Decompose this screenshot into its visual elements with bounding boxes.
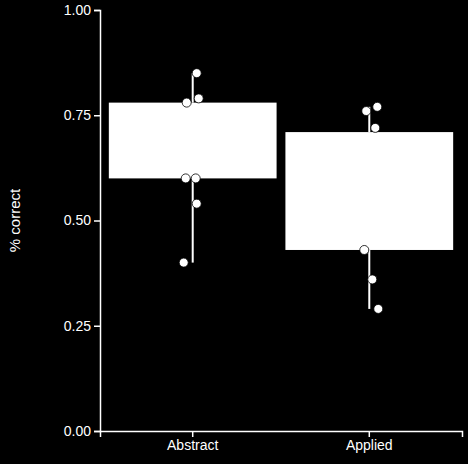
data-point [182, 98, 191, 107]
chart: 0.00 0.25 0.50 0.75 1.00 Abstract Applied % cor… [0, 0, 468, 464]
data-point [192, 199, 201, 208]
x-axis: Abstract Applied [101, 431, 463, 453]
data-point [194, 94, 203, 103]
y-tick-mark [94, 326, 100, 328]
y-tick-label: 0.75 [64, 107, 91, 123]
x-axis-line [101, 432, 463, 438]
data-point [373, 102, 382, 111]
y-tick-label: 0.25 [64, 318, 91, 334]
data-point [374, 304, 383, 313]
x-tick-label: Abstract [167, 437, 218, 453]
y-tick: 0.00 [64, 423, 100, 439]
y-tick: 0.25 [64, 318, 100, 334]
box [285, 132, 453, 250]
y-tick: 0.50 [64, 212, 100, 228]
y-axis: 0.00 0.25 0.50 0.75 1.00 [64, 2, 101, 439]
box [109, 103, 277, 179]
x-tick: Applied [346, 431, 393, 453]
y-tick-mark [94, 220, 100, 222]
data-point [181, 174, 190, 183]
y-tick-label: 0.50 [64, 212, 91, 228]
data-point [368, 275, 377, 284]
background [0, 0, 468, 464]
data-point [362, 107, 371, 116]
y-tick-label: 0.00 [64, 423, 91, 439]
y-tick-mark [94, 431, 100, 433]
y-tick: 1.00 [64, 2, 100, 18]
data-point [371, 123, 380, 132]
whisker-low [192, 178, 194, 262]
data-point [360, 245, 369, 254]
y-axis-line [94, 11, 101, 432]
marks [109, 69, 453, 314]
data-point [179, 258, 188, 267]
data-point [192, 69, 201, 78]
y-axis-title: % correct [6, 188, 23, 252]
data-point [191, 174, 200, 183]
x-tick-label: Applied [346, 437, 393, 453]
y-tick-mark [94, 115, 100, 117]
y-tick-label: 1.00 [64, 2, 91, 18]
y-tick-mark [94, 10, 100, 12]
x-tick: Abstract [167, 431, 218, 453]
whisker-high [192, 73, 194, 102]
y-tick: 0.75 [64, 107, 100, 123]
